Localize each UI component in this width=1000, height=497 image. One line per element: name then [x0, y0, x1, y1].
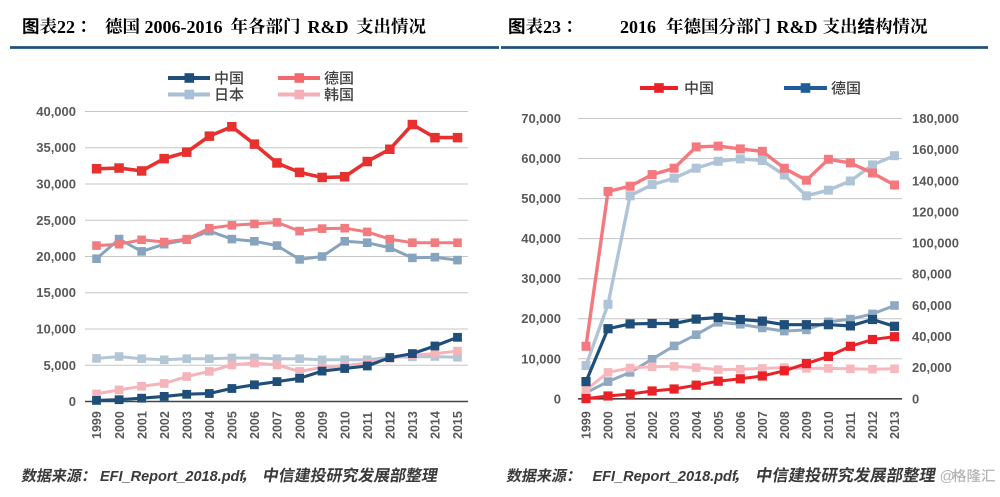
svg-text:2008: 2008 [778, 411, 792, 439]
svg-text:2013: 2013 [406, 411, 420, 439]
svg-text:2001: 2001 [135, 411, 149, 439]
svg-text:100,000: 100,000 [912, 236, 959, 251]
svg-text:30,000: 30,000 [521, 271, 561, 286]
svg-text:2000: 2000 [602, 411, 616, 439]
svg-text:50,000: 50,000 [521, 191, 561, 206]
svg-text:2006: 2006 [248, 411, 262, 439]
svg-text:180,000: 180,000 [912, 111, 959, 126]
svg-text:1999: 1999 [580, 411, 594, 439]
svg-text:2012: 2012 [384, 411, 398, 439]
svg-text:120,000: 120,000 [912, 204, 959, 219]
svg-text:2010: 2010 [822, 411, 836, 439]
svg-text:@: @ [940, 468, 955, 485]
svg-text:35,000: 35,000 [36, 140, 76, 155]
svg-text:10,000: 10,000 [36, 322, 76, 337]
svg-text:EFI_Report_2018.pdf: EFI_Report_2018.pdf [593, 469, 739, 485]
svg-text:2006: 2006 [734, 411, 748, 439]
svg-text:2015: 2015 [451, 411, 465, 439]
svg-text:60,000: 60,000 [521, 151, 561, 166]
svg-text:2004: 2004 [203, 411, 217, 439]
svg-text:30,000: 30,000 [36, 177, 76, 192]
svg-text:2011: 2011 [844, 412, 858, 439]
svg-text:20,000: 20,000 [36, 249, 76, 264]
svg-text:25,000: 25,000 [36, 213, 76, 228]
svg-text:2000: 2000 [113, 411, 127, 439]
svg-text:2005: 2005 [712, 411, 726, 439]
svg-text:2001: 2001 [624, 411, 638, 439]
svg-text:2009: 2009 [800, 411, 814, 439]
svg-text:1999: 1999 [90, 411, 104, 439]
svg-text:20,000: 20,000 [521, 311, 561, 326]
svg-text:EFI_Report_2018.pdf: EFI_Report_2018.pdf [100, 469, 246, 485]
svg-text:2002: 2002 [158, 411, 172, 439]
svg-text:2007: 2007 [756, 411, 770, 439]
svg-text:15,000: 15,000 [36, 285, 76, 300]
svg-text:40,000: 40,000 [521, 231, 561, 246]
svg-text:2014: 2014 [429, 411, 443, 439]
svg-text:R&D: R&D [308, 17, 349, 37]
svg-text:2006-2016: 2006-2016 [145, 17, 223, 37]
svg-text:70,000: 70,000 [521, 111, 561, 126]
svg-text:10,000: 10,000 [521, 351, 561, 366]
svg-text:2003: 2003 [668, 411, 682, 439]
svg-text:R&D: R&D [777, 17, 818, 37]
svg-text:23: 23 [543, 17, 561, 37]
svg-text:0: 0 [912, 391, 919, 406]
svg-text:140,000: 140,000 [912, 173, 959, 188]
svg-text:2013: 2013 [888, 411, 902, 439]
svg-text:2012: 2012 [866, 411, 880, 439]
svg-text:2007: 2007 [271, 411, 285, 439]
svg-text:2002: 2002 [646, 411, 660, 439]
svg-text:160,000: 160,000 [912, 142, 959, 157]
svg-text:2016: 2016 [620, 17, 656, 37]
svg-text:2005: 2005 [226, 411, 240, 439]
svg-text:80,000: 80,000 [912, 267, 952, 282]
svg-text:20,000: 20,000 [912, 360, 952, 375]
svg-text:60,000: 60,000 [912, 298, 952, 313]
svg-text:2010: 2010 [338, 411, 352, 439]
svg-text:0: 0 [554, 391, 561, 406]
svg-text:2008: 2008 [293, 411, 307, 439]
svg-text:2009: 2009 [316, 411, 330, 439]
svg-text:22: 22 [57, 17, 75, 37]
svg-text:2003: 2003 [180, 411, 194, 439]
svg-text:2004: 2004 [690, 411, 704, 439]
svg-text:5,000: 5,000 [43, 358, 76, 373]
svg-text:40,000: 40,000 [912, 329, 952, 344]
svg-text:0: 0 [69, 394, 76, 409]
svg-text:40,000: 40,000 [36, 104, 76, 119]
svg-text:2011: 2011 [361, 412, 375, 439]
